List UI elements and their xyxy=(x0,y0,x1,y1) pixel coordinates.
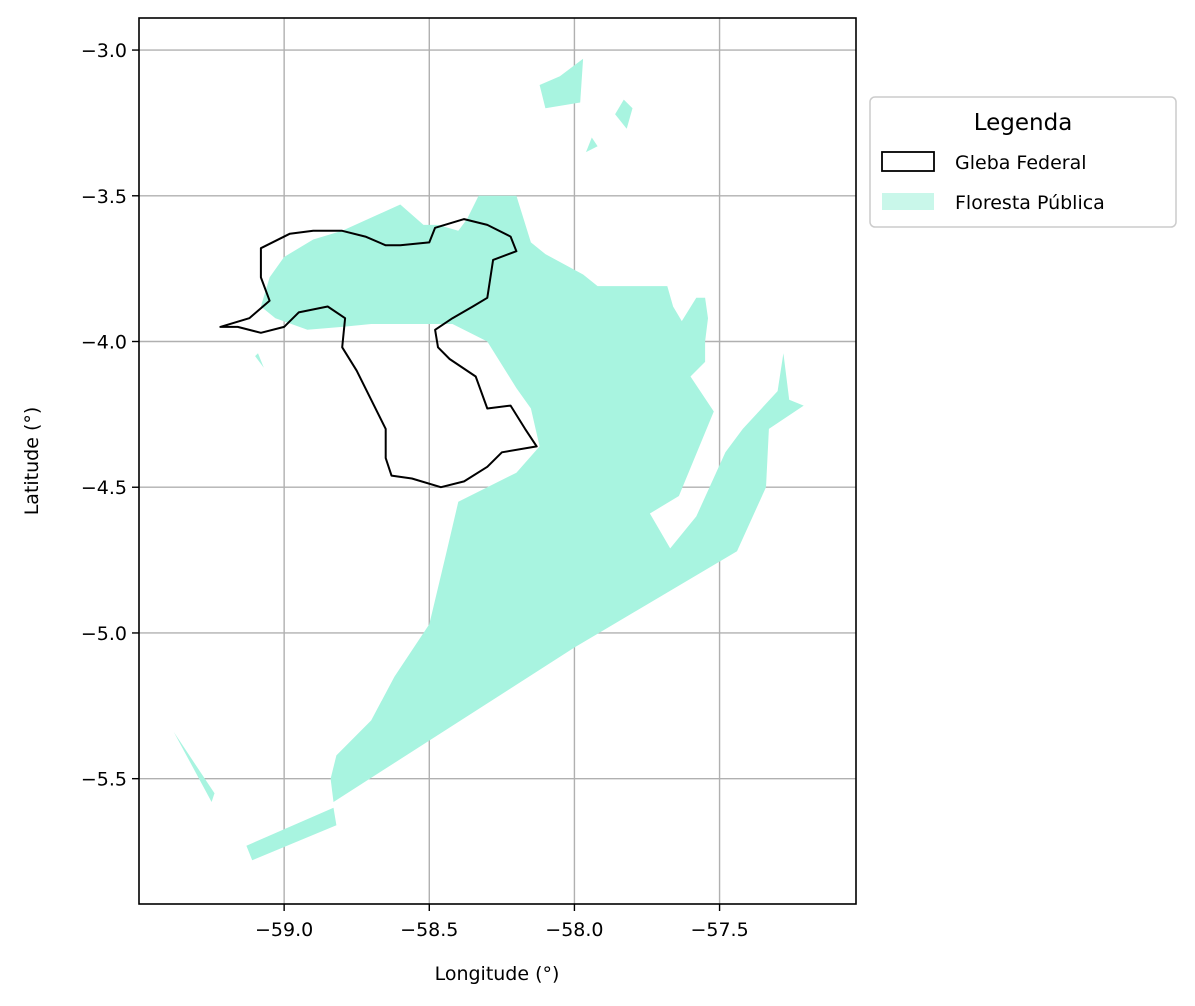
y-tick-label: −4.0 xyxy=(81,332,127,354)
legend-label-gleba: Gleba Federal xyxy=(955,152,1087,174)
floresta-publica-polygon xyxy=(615,99,633,129)
floresta-publica-polygon xyxy=(173,732,215,802)
y-tick-label: −3.5 xyxy=(81,186,127,208)
legend-swatch-gleba xyxy=(881,151,935,172)
legend: Legenda Gleba Federal Floresta Pública xyxy=(869,96,1177,228)
legend-label-floresta: Floresta Pública xyxy=(955,192,1105,214)
y-axis-ticks: −3.0 −3.5 −4.0 −4.5 −5.0 −5.5 xyxy=(81,40,139,791)
y-tick-label: −4.5 xyxy=(81,477,127,499)
floresta-publica-polygon xyxy=(246,807,337,861)
floresta-publica-polygon xyxy=(255,353,264,368)
legend-swatch-floresta xyxy=(882,193,934,210)
floresta-publica-polygon xyxy=(586,137,598,153)
y-tick-label: −5.5 xyxy=(81,769,127,791)
x-tick-label: −59.0 xyxy=(255,919,313,941)
y-axis-label: Latitude (°) xyxy=(21,407,43,516)
floresta-publica-polygon xyxy=(260,195,804,803)
x-tick-label: −58.5 xyxy=(400,919,458,941)
x-axis-label: Longitude (°) xyxy=(435,963,560,985)
gleba-federal-outline xyxy=(219,218,538,489)
x-tick-label: −57.5 xyxy=(690,919,748,941)
floresta-publica-layer xyxy=(173,58,804,861)
y-tick-label: −3.0 xyxy=(81,40,127,62)
floresta-publica-polygon xyxy=(539,58,584,109)
gleba-federal-layer xyxy=(219,218,538,489)
x-tick-label: −58.0 xyxy=(545,919,603,941)
plot-frame xyxy=(138,17,857,905)
x-axis-ticks: −59.0 −58.5 −58.0 −57.5 xyxy=(255,904,749,941)
y-tick-label: −5.0 xyxy=(81,623,127,645)
legend-title: Legenda xyxy=(974,110,1073,136)
legend-box xyxy=(869,96,1177,228)
